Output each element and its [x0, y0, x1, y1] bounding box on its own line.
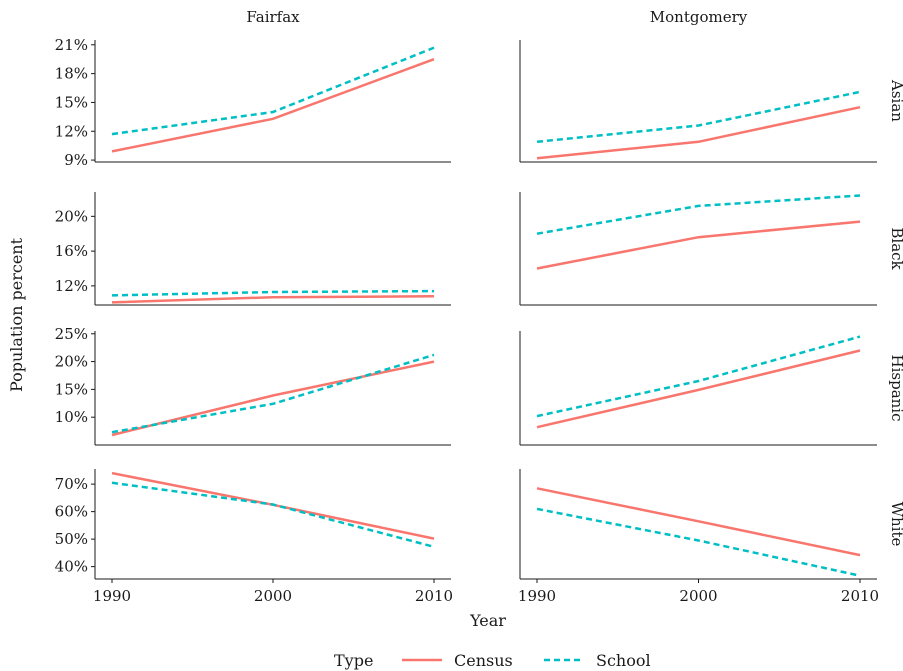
series-line-school — [536, 507, 861, 577]
series-line-census — [111, 295, 435, 304]
x-tick-label: 2010 — [415, 587, 453, 605]
panel-montgomery-hispanic — [519, 331, 877, 446]
y-tick-label: 15% — [55, 380, 88, 398]
y-tick-label: 12% — [55, 122, 88, 140]
series-line-census — [536, 220, 861, 270]
y-tick-label: 18% — [55, 65, 88, 83]
y-tick-label: 25% — [55, 325, 88, 343]
x-tick-label: 2000 — [254, 587, 292, 605]
panel-fairfax-black: 12% 16% 20% — [55, 192, 451, 306]
legend-label-school: School — [596, 651, 651, 670]
series-line-school — [111, 289, 435, 297]
panel-montgomery-white: 1990 2000 2010 — [518, 469, 879, 605]
series-line-census — [536, 105, 861, 160]
y-tick-label: 9% — [64, 151, 88, 169]
panel-montgomery-asian — [519, 40, 877, 163]
series-line-census — [111, 58, 435, 153]
y-tick-label: 70% — [55, 475, 88, 493]
strip-label-fairfax: Fairfax — [246, 8, 300, 26]
panel-fairfax-asian: 9% 12% 15% 18% 21% — [55, 36, 451, 169]
y-tick-label: 20% — [55, 353, 88, 371]
y-tick-label: 60% — [55, 503, 88, 521]
series-line-census — [536, 487, 861, 557]
x-tick-label: 1990 — [93, 587, 131, 605]
series-line-school — [536, 90, 861, 144]
x-tick-label: 1990 — [518, 587, 556, 605]
strip-label-asian: Asian — [888, 79, 903, 122]
y-tick-label: 15% — [55, 93, 88, 111]
series-line-school — [111, 353, 435, 434]
series-line-census — [536, 349, 861, 429]
y-axis-title: Population percent — [7, 237, 26, 392]
series-line-school — [111, 46, 435, 136]
series-line-school — [111, 481, 435, 549]
panel-montgomery-black — [519, 192, 877, 306]
y-tick-label: 10% — [55, 408, 88, 426]
strip-label-white: White — [888, 502, 903, 547]
panel-fairfax-white: 40% 50% 60% 70% 1990 2000 2010 — [55, 469, 453, 605]
y-tick-label: 40% — [55, 558, 88, 576]
strip-label-hispanic: Hispanic — [888, 355, 903, 422]
panel-fairfax-hispanic: 10% 15% 20% 25% — [55, 325, 451, 446]
y-tick-label: 21% — [55, 36, 88, 54]
legend-label-census: Census — [454, 651, 513, 670]
strip-label-montgomery: Montgomery — [650, 8, 748, 26]
legend: Type Census School — [334, 651, 651, 670]
panels-layer: Fairfax Montgomery Asian 9% 12% 15% 18% 21% Blac… — [55, 8, 903, 605]
series-line-school — [536, 194, 861, 235]
x-axis-title: Year — [469, 611, 506, 630]
legend-title: Type — [334, 651, 373, 670]
y-tick-label: 50% — [55, 530, 88, 548]
series-line-census — [111, 360, 435, 437]
series-line-census — [111, 471, 435, 540]
x-tick-label: 2010 — [841, 587, 879, 605]
strip-label-black: Black — [888, 227, 903, 270]
y-tick-label: 16% — [55, 242, 88, 260]
series-line-school — [536, 335, 861, 418]
y-tick-label: 20% — [55, 207, 88, 225]
y-tick-label: 12% — [55, 277, 88, 295]
x-tick-label: 2000 — [679, 587, 717, 605]
